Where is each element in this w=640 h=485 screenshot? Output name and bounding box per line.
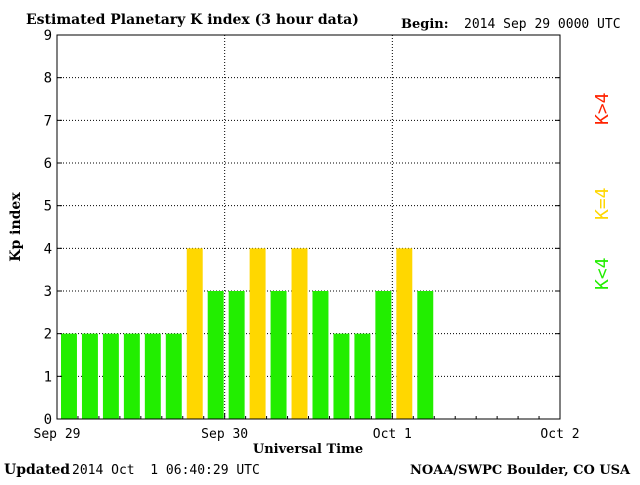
kp-bar	[165, 333, 182, 419]
kp-bar	[123, 333, 140, 419]
kp-bar	[144, 333, 161, 419]
x-axis-ticks: Sep 29 Sep 30 Oct 1 Oct 2	[34, 413, 580, 442]
kp-bar	[61, 333, 77, 419]
kp-bar	[102, 333, 119, 419]
kp-bar	[396, 248, 413, 419]
x-tick-label: Sep 29	[34, 427, 81, 442]
begin-label: Begin:	[401, 17, 449, 32]
y-tick-label: 1	[44, 369, 52, 385]
x-axis-label: Universal Time	[253, 442, 363, 457]
y-tick-label: 2	[44, 327, 52, 343]
kp-bar	[333, 333, 350, 419]
y-tick-label: 3	[44, 284, 52, 300]
kp-bar	[270, 291, 287, 419]
y-tick-label: 0	[44, 412, 52, 428]
kp-bar	[207, 291, 224, 419]
kp-bar	[228, 291, 245, 419]
kp-bar	[291, 248, 308, 419]
updated-value: 2014 Oct 1 06:40:29 UTC	[72, 463, 260, 478]
legend-above-4: K>4	[592, 92, 613, 125]
x-tick-label: Oct 1	[373, 427, 412, 442]
kp-bar	[186, 248, 203, 419]
updated-label: Updated	[4, 462, 70, 478]
grid-lines	[57, 35, 560, 419]
y-tick-label: 7	[44, 113, 52, 129]
legend-below-4: K<4	[592, 257, 613, 290]
credit-text: NOAA/SWPC Boulder, CO USA	[410, 463, 631, 478]
legend-equal-4: K=4	[592, 187, 613, 220]
y-tick-label: 6	[44, 156, 52, 172]
kp-bar	[354, 333, 371, 419]
begin-value: 2014 Sep 29 0000 UTC	[464, 17, 621, 32]
y-tick-label: 8	[44, 71, 52, 87]
x-tick-label: Sep 30	[201, 427, 248, 442]
y-axis-ticks: 0 1 2 3 4 5 6 7 8 9	[44, 28, 560, 428]
kp-bar	[417, 291, 434, 419]
chart-title: Estimated Planetary K index (3 hour data…	[26, 12, 359, 28]
kp-bar	[375, 291, 392, 419]
kp-bar	[249, 248, 266, 419]
kp-bar	[312, 291, 329, 419]
y-tick-label: 4	[44, 241, 52, 257]
kp-bar	[81, 333, 98, 419]
y-axis-label: Kp index	[8, 192, 24, 262]
y-tick-label: 9	[44, 28, 52, 44]
bar-series	[61, 248, 434, 419]
y-tick-label: 5	[44, 199, 52, 215]
x-tick-label: Oct 2	[540, 427, 579, 442]
